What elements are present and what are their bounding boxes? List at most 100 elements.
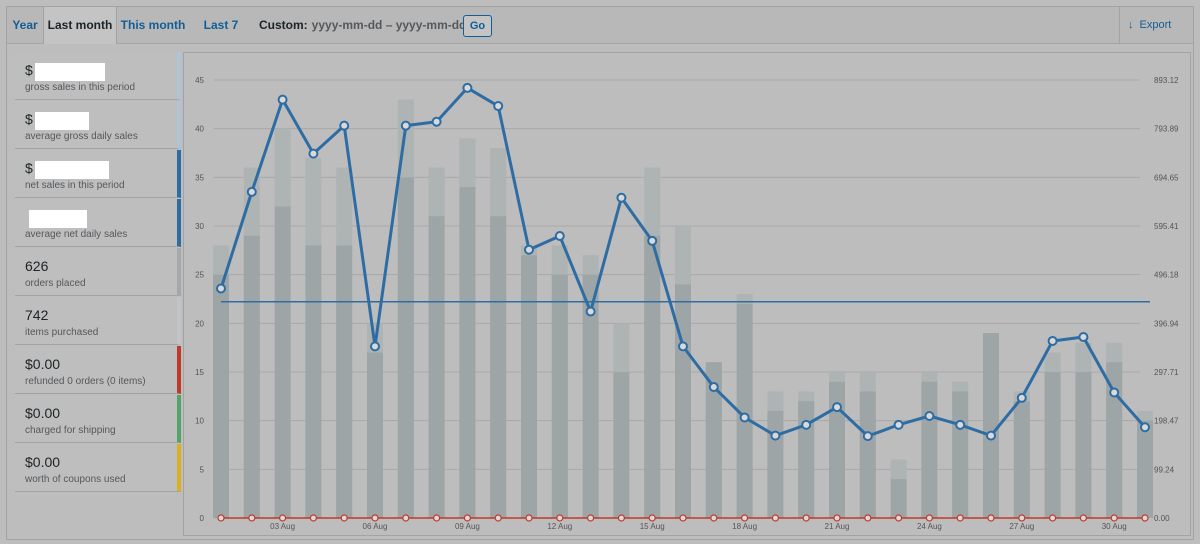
- legend-orders-placed[interactable]: 626 orders placed: [15, 248, 181, 296]
- refund-point: [1048, 514, 1057, 522]
- legend-label: average net daily sales: [25, 229, 128, 240]
- custom-label: Custom:: [259, 18, 308, 32]
- net-sales-point: [1140, 422, 1150, 433]
- refund-point: [956, 514, 964, 522]
- refund-point: [771, 514, 780, 522]
- y-tick-label-right: 595.41: [1154, 222, 1179, 231]
- redacted-box: [35, 161, 109, 179]
- refund-point: [1018, 514, 1026, 522]
- net-sales-point: [708, 382, 719, 393]
- net-sales-point: [832, 402, 842, 413]
- refund-point: [710, 514, 718, 522]
- bar-orders-placed: [1106, 362, 1123, 518]
- bar-orders-placed: [983, 333, 999, 518]
- bar-orders-placed: [613, 372, 630, 518]
- net-sales-point: [493, 101, 504, 112]
- legend-label: worth of coupons used: [25, 474, 126, 485]
- net-sales-point: [370, 341, 380, 352]
- net-sales-point: [1078, 332, 1089, 343]
- tab-this-month[interactable]: This month: [120, 18, 186, 32]
- legend-items-purchased[interactable]: 742 items purchased: [15, 297, 181, 345]
- bar-orders-placed: [798, 401, 815, 518]
- net-sales-point: [647, 235, 658, 246]
- custom-range-input[interactable]: yyyy-mm-dd – yyyy-mm-dd: [311, 18, 467, 32]
- tab-last-7-days[interactable]: Last 7 days: [203, 18, 239, 68]
- redacted-box: [35, 63, 105, 81]
- bar-orders-placed: [367, 352, 383, 518]
- refund-point: [987, 514, 995, 522]
- net-sales-point: [739, 412, 750, 423]
- legend-label: charged for shipping: [25, 425, 116, 436]
- y-tick-label-right: 198.47: [1154, 417, 1179, 426]
- net-sales-point: [1047, 335, 1058, 346]
- net-sales-point: [400, 120, 411, 131]
- refund-point: [494, 514, 502, 522]
- refund-point: [340, 514, 348, 522]
- legend-label: orders placed: [25, 278, 86, 289]
- legend-net-sales[interactable]: $ net sales in this period: [15, 150, 181, 198]
- bar-orders-placed: [428, 216, 445, 518]
- bar-orders-placed: [705, 362, 722, 518]
- bar-orders-placed: [551, 274, 568, 518]
- refund-point: [525, 514, 533, 522]
- refund-point: [217, 514, 225, 522]
- bar-orders-placed: [859, 391, 876, 518]
- bar-orders-placed: [890, 479, 907, 518]
- bar-orders-placed: [521, 255, 537, 518]
- y-tick-label-left: 40: [195, 125, 204, 134]
- legend-coupons[interactable]: $0.00 worth of coupons used: [15, 444, 181, 492]
- bar-orders-placed: [1137, 420, 1153, 518]
- bar-orders-placed: [459, 187, 476, 519]
- refund-point: [371, 514, 379, 522]
- go-button[interactable]: Go: [463, 15, 492, 37]
- net-sales-point: [678, 341, 688, 352]
- y-tick-label-right: 793.89: [1154, 125, 1179, 134]
- bar-orders-placed: [921, 381, 938, 518]
- report-panel: Year Last month This month Last 7 days C…: [6, 6, 1194, 540]
- refund-point: [278, 514, 287, 522]
- bar-orders-placed: [1013, 401, 1030, 518]
- range-tabs: Year Last month This month Last 7 days C…: [7, 7, 1194, 68]
- net-sales-point: [277, 94, 288, 105]
- legend-value: $: [25, 160, 33, 176]
- legend-refunds[interactable]: $0.00 refunded 0 orders (0 items): [15, 346, 181, 394]
- legend-value: $: [25, 62, 33, 78]
- tab-last-month[interactable]: Last month: [43, 7, 117, 44]
- tab-year[interactable]: Year: [12, 18, 38, 32]
- bar-orders-placed: [736, 303, 753, 518]
- custom-range: Custom: yyyy-mm-dd – yyyy-mm-dd: [259, 7, 466, 43]
- net-sales-point: [216, 283, 226, 294]
- net-sales-point: [1109, 387, 1120, 398]
- bar-orders-placed: [1075, 372, 1092, 518]
- x-tick-label: 06 Aug: [363, 522, 388, 531]
- y-tick-label-left: 10: [195, 417, 204, 426]
- net-sales-point: [924, 410, 935, 421]
- refund-point: [587, 514, 595, 522]
- y-tick-label-right: 893.12: [1154, 76, 1179, 85]
- net-sales-point: [462, 82, 473, 93]
- y-tick-label-right: 396.94: [1154, 319, 1179, 328]
- refund-point: [1079, 514, 1088, 522]
- legend-value: 626: [25, 258, 49, 274]
- bar-orders-placed: [644, 235, 661, 518]
- export-csv-button[interactable]: ↓Export CSV: [1119, 7, 1194, 67]
- refund-point: [740, 514, 749, 522]
- bar-orders-placed: [675, 284, 691, 518]
- y-tick-label-left: 25: [195, 271, 204, 280]
- x-tick-label: 24 Aug: [917, 522, 942, 531]
- download-arrow-icon: ↓: [1128, 19, 1134, 31]
- legend-gross-sales[interactable]: $ gross sales in this period: [15, 52, 181, 100]
- legend-shipping[interactable]: $0.00 charged for shipping: [15, 395, 181, 443]
- refund-point: [556, 514, 564, 522]
- chart-svg: 0 5 10 15 20 25 30 35 40 45 0.00 99.24 198.47 297.71 3…: [195, 76, 1179, 531]
- y-tick-label-right: 297.71: [1154, 368, 1179, 377]
- legend-average-gross-daily-sales[interactable]: $ average gross daily sales: [15, 101, 181, 149]
- legend-value: $0.00: [25, 405, 61, 421]
- refund-point: [925, 514, 934, 522]
- bar-orders-placed: [829, 381, 845, 518]
- refund-point: [433, 514, 441, 522]
- y-tick-label-left: 45: [195, 76, 204, 85]
- refund-point: [463, 514, 471, 522]
- legend-value: 742: [25, 307, 49, 323]
- legend-average-net-daily-sales[interactable]: average net daily sales: [15, 199, 181, 247]
